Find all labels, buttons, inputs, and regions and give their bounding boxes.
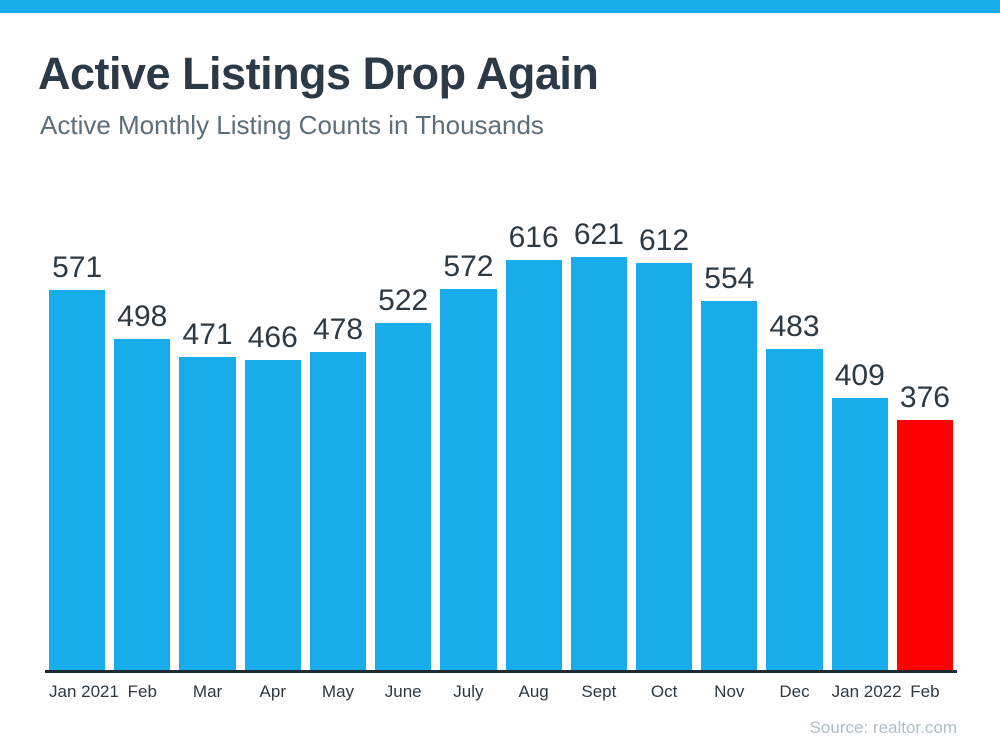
x-axis-label: Nov — [714, 681, 745, 701]
bar-column: 612 — [635, 223, 693, 670]
chart-header: Active Listings Drop Again Active Monthl… — [0, 13, 1000, 141]
bar-chart: 571 498 471 466 478 522 572 616 621 612 554 483 409 3… — [45, 217, 957, 702]
bar — [114, 338, 171, 670]
x-axis-label: Mar — [192, 681, 223, 701]
accent-strip — [0, 0, 1000, 13]
bar — [570, 256, 627, 670]
x-axis-label: June — [384, 681, 422, 701]
bar-value-label: 572 — [443, 249, 494, 283]
bar-column: 478 — [309, 312, 367, 670]
x-axis-label: Feb — [127, 681, 157, 701]
bar-value-label: 498 — [117, 299, 168, 333]
x-axis-label: Aug — [518, 681, 549, 701]
bar-column: 572 — [440, 249, 497, 670]
x-axis-label: Sept — [581, 681, 617, 701]
bar-value-label: 616 — [508, 220, 559, 254]
bar — [766, 348, 823, 670]
bar-highlighted — [896, 419, 954, 670]
bar-value-label: 522 — [378, 283, 429, 317]
bar-value-label: 409 — [834, 358, 885, 392]
bar-column: 483 — [766, 309, 823, 670]
page-subtitle: Active Monthly Listing Counts in Thousan… — [40, 109, 544, 140]
x-axis-label: Oct — [650, 681, 678, 701]
x-axis-label: May — [321, 681, 355, 701]
bar-column: 466 — [244, 320, 301, 670]
bar-value-label: 478 — [312, 312, 364, 346]
chart-plot-area: 571 498 471 466 478 522 572 616 621 612 554 483 409 3… — [45, 217, 957, 673]
bar — [635, 262, 693, 670]
bar — [440, 288, 497, 670]
x-axis-labels: Jan 2021 Feb Mar Apr May June July Aug Sept Oct No… — [45, 682, 957, 702]
bar-value-label: 571 — [52, 250, 103, 284]
bar — [701, 300, 758, 670]
bar — [49, 289, 106, 670]
bar-column: 621 — [570, 217, 627, 670]
x-axis-label: Apr — [259, 681, 286, 701]
bar-value-label: 612 — [639, 223, 690, 257]
x-axis-label: Jan 2022 — [831, 681, 902, 701]
x-axis-label: Dec — [779, 681, 810, 701]
bar — [505, 259, 562, 670]
bar — [179, 356, 236, 670]
bar-column: 554 — [701, 261, 758, 670]
page-title: Active Listings Drop Again — [38, 48, 599, 99]
bar-column: 471 — [179, 317, 236, 670]
bar — [244, 359, 301, 670]
bar — [309, 351, 367, 670]
bar-value-label: 621 — [573, 217, 624, 251]
bar-value-label: 554 — [704, 261, 755, 295]
bar-value-label: 483 — [769, 309, 820, 343]
bar — [831, 397, 888, 670]
bar-value-label: 376 — [899, 380, 950, 414]
x-axis-label: Jan 2021 — [49, 681, 119, 701]
bar-column: 522 — [375, 283, 432, 670]
bar-column: 376 — [896, 380, 954, 670]
x-axis-label: July — [453, 681, 484, 701]
bar-value-label: 471 — [182, 317, 233, 351]
bar-column: 616 — [505, 220, 562, 670]
bar-column: 498 — [114, 299, 171, 670]
bar-value-label: 466 — [247, 320, 298, 354]
bar-column: 409 — [831, 358, 888, 670]
source-attribution: Source: realtor.com — [809, 717, 957, 737]
bar — [375, 322, 432, 670]
x-axis-label: Feb — [910, 681, 940, 701]
bar-column: 571 — [49, 250, 106, 670]
